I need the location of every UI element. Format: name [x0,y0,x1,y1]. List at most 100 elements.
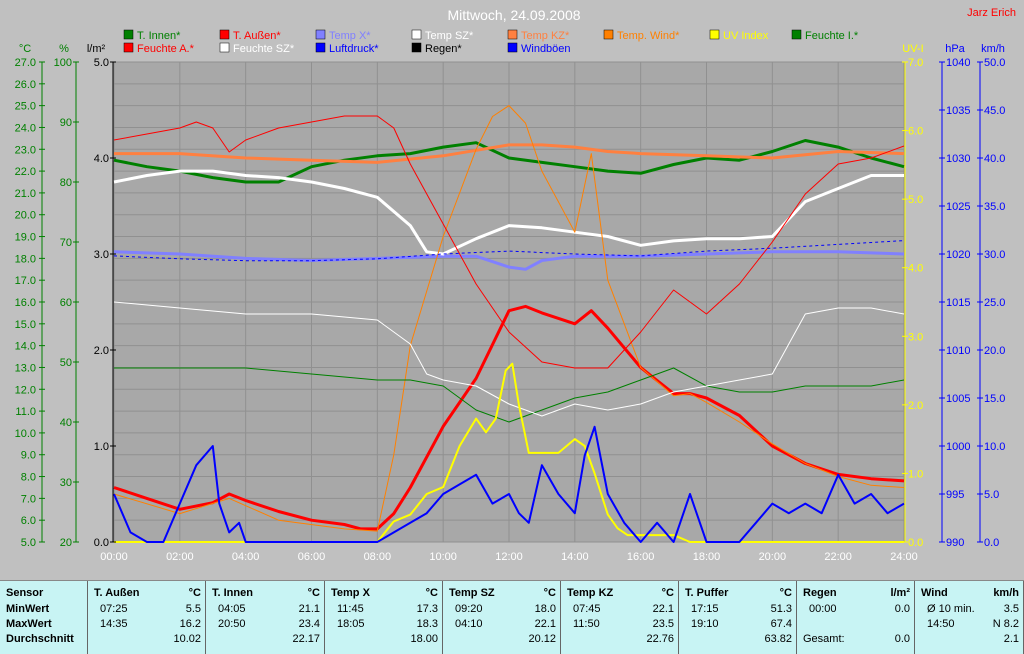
pressure-tick-label: 1025 [946,201,970,213]
stats-max-row: 19:10 67.4 [691,618,792,630]
legend-swatch [219,29,230,40]
stats-min-row: Ø 10 min. 3.5 [927,603,1019,615]
stats-column: T. Innen °C 04:05 21.1 20:50 23.4 22.17 [206,581,325,654]
legend-swatch [123,29,134,40]
temp-tick-label: 20.0 [15,210,36,222]
stats-column-header: Wind km/h [921,587,1019,599]
series-line-feuchte-a [113,115,905,369]
rain-tick-label: 5.0 [94,57,109,69]
pressure-tick-label: 1040 [946,57,970,69]
time-tick-label: 20:00 [759,551,787,563]
temp-tick-label: 27.0 [15,57,36,69]
temp-unit-label: °C [19,43,31,55]
time-tick-label: 04:00 [232,551,260,563]
stats-column: Temp KZ °C 07:45 22.1 11:50 23.5 22.76 [561,581,679,654]
legend-swatch [219,42,230,53]
legend-swatch [603,29,614,40]
stats-avg-row: 18.00 [410,633,438,645]
stats-min-row: 00:00 0.0 [809,603,910,615]
time-tick-label: 00:00 [100,551,128,563]
temp-tick-label: 9.0 [21,450,36,462]
pressure-tick-label: 1005 [946,393,970,405]
temp-tick-label: 8.0 [21,472,36,484]
uv-tick-label: 0.0 [908,537,923,549]
legend-label: Feuchte I.* [805,30,859,42]
legend-label: T. Außen* [233,30,281,42]
humidity-tick-label: 100 [54,57,72,69]
time-tick-label: 10:00 [429,551,457,563]
legend-label: T. Innen* [137,30,181,42]
legend-swatch [507,42,518,53]
legend-label: Temp. Wind* [617,30,680,42]
humidity-tick-label: 80 [60,177,72,189]
wind-tick-label: 15.0 [984,393,1005,405]
temp-tick-label: 16.0 [15,297,36,309]
stats-max-row: 14:50 N 8.2 [927,618,1019,630]
legend-swatch [411,29,422,40]
weather-chart: Mittwoch, 24.09.2008 Jarz Erich T. Innen… [14,7,1016,563]
stats-max-row: 14:35 16.2 [100,618,201,630]
uv-unit-label: UV-I [902,43,923,55]
rain-tick-label: 1.0 [94,441,109,453]
stats-column: Temp SZ °C 09:20 18.0 04:10 22.1 20.12 [443,581,561,654]
temp-tick-label: 12.0 [15,384,36,396]
series-line-uv-index [114,362,904,543]
time-tick-label: 16:00 [627,551,655,563]
temp-tick-label: 23.0 [15,144,36,156]
time-tick-label: 06:00 [298,551,326,563]
chart-legend: T. Innen* T. Außen* Temp X* Temp SZ* Temp KZ… [123,29,859,55]
time-tick-label: 02:00 [166,551,194,563]
stats-column-header: Temp X °C [331,587,438,599]
time-tick-label: 14:00 [561,551,589,563]
series-line-t-au-en [113,304,905,531]
wind-tick-label: 50.0 [984,57,1005,69]
stats-column-header: Temp KZ °C [567,587,674,599]
time-tick-label: 18:00 [693,551,721,563]
wind-tick-label: 25.0 [984,297,1005,309]
stats-column-header: T. Innen °C [212,587,320,599]
time-tick-label: 22:00 [824,551,852,563]
temp-tick-label: 25.0 [15,101,36,113]
legend-label: Luftdruck* [329,43,379,55]
row-label-avg: Durchschnitt [6,633,74,645]
legend-swatch [411,42,422,53]
temp-tick-label: 6.0 [21,515,36,527]
pressure-tick-label: 995 [946,489,964,501]
wind-tick-label: 20.0 [984,345,1005,357]
temp-tick-label: 10.0 [15,428,36,440]
humidity-tick-label: 90 [60,117,72,129]
legend-swatch [315,42,326,53]
stats-column: Regen l/m² 00:00 0.0 Gesamt: 0.0 [797,581,915,654]
humidity-tick-label: 60 [60,297,72,309]
temp-tick-label: 15.0 [15,319,36,331]
pressure-tick-label: 1030 [946,153,970,165]
legend-label: Windböen [521,43,571,55]
series-line-temp-x [113,250,905,271]
temp-tick-label: 22.0 [15,166,36,178]
stats-max-row [803,618,910,632]
series-layer [113,105,905,543]
stats-column: T. Außen °C 07:25 5.5 14:35 16.2 10.02 [88,581,206,654]
temp-tick-label: 18.0 [15,253,36,265]
stats-min-row: 07:45 22.1 [573,603,674,615]
row-label-max: MaxWert [6,618,52,630]
legend-swatch [709,29,720,40]
wind-tick-label: 40.0 [984,153,1005,165]
stats-max-row: 18:05 18.3 [337,618,438,630]
stats-column: Temp X °C 11:45 17.3 18:05 18.3 18.00 [325,581,443,654]
author-label: Jarz Erich [967,7,1016,19]
temp-tick-label: 7.0 [21,493,36,505]
stats-column: Wind km/h Ø 10 min. 3.5 14:50 N 8.2 2.1 [915,581,1024,654]
temp-tick-label: 19.0 [15,232,36,244]
rain-tick-label: 3.0 [94,249,109,261]
uv-tick-label: 7.0 [908,57,923,69]
pressure-tick-label: 990 [946,537,964,549]
time-tick-label: 08:00 [364,551,392,563]
stats-min-row: 11:45 17.3 [337,603,438,615]
humidity-tick-label: 20 [60,537,72,549]
press-unit-label: hPa [945,43,965,55]
stats-column-header: T. Außen °C [94,587,201,599]
temp-tick-label: 17.0 [15,275,36,287]
humidity-tick-label: 70 [60,237,72,249]
legend-label: Feuchte SZ* [233,43,295,55]
